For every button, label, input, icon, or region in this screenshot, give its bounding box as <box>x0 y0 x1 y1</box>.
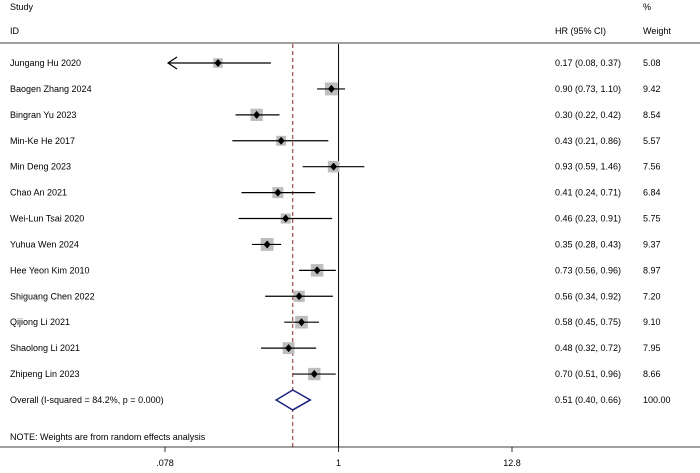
hr-ci-value: 0.30 (0.22, 0.42) <box>555 110 621 120</box>
weight-value: 9.10 <box>643 317 661 327</box>
study-row: Shiguang Chen 2022 0.56 (0.34, 0.92) 7.20 <box>10 290 661 302</box>
point-estimate-marker <box>263 240 271 249</box>
study-row: Shaolong Li 2021 0.48 (0.32, 0.72) 7.95 <box>10 342 661 355</box>
overall-hr-ci-value: 0.51 (0.40, 0.66) <box>555 395 621 405</box>
header-weight: Weight <box>643 26 671 36</box>
overall-row: Overall (I-squared = 84.2%, p = 0.000) 0.… <box>10 389 671 411</box>
weight-value: 7.95 <box>643 343 661 353</box>
study-row: Yuhua Wen 2024 0.35 (0.28, 0.43) 9.37 <box>10 238 661 251</box>
study-label: Jungang Hu 2020 <box>10 58 81 68</box>
header-study: Study <box>10 2 34 12</box>
weight-value: 8.66 <box>643 369 661 379</box>
weight-value: 7.56 <box>643 162 661 172</box>
point-estimate-marker <box>277 136 285 145</box>
point-estimate-marker <box>297 318 305 327</box>
point-estimate-marker <box>274 188 282 197</box>
hr-ci-value: 0.43 (0.21, 0.86) <box>555 136 621 146</box>
overall-weight-value: 100.00 <box>643 395 671 405</box>
x-tick-label: .078 <box>156 458 174 468</box>
point-estimate-marker <box>214 59 222 67</box>
study-row: Jungang Hu 2020 0.17 (0.08, 0.37) 5.08 <box>10 56 661 70</box>
study-row: Bingran Yu 2023 0.30 (0.22, 0.42) 8.54 <box>10 108 661 121</box>
study-row: Min-Ke He 2017 0.43 (0.21, 0.86) 5.57 <box>10 136 661 146</box>
hr-ci-value: 0.35 (0.28, 0.43) <box>555 239 621 249</box>
header-percent: % <box>643 2 651 12</box>
note-text: NOTE: Weights are from random effects an… <box>10 432 206 442</box>
point-estimate-marker <box>285 344 293 353</box>
study-label: Yuhua Wen 2024 <box>10 239 79 249</box>
hr-ci-value: 0.56 (0.34, 0.92) <box>555 291 621 301</box>
x-tick-label: 1 <box>336 458 341 468</box>
hr-ci-value: 0.90 (0.73, 1.10) <box>555 84 621 94</box>
study-label: Bingran Yu 2023 <box>10 110 76 120</box>
weight-value: 6.84 <box>643 188 661 198</box>
point-estimate-marker <box>295 292 303 301</box>
weight-value: 5.57 <box>643 136 661 146</box>
study-row: Zhipeng Lin 2023 0.70 (0.51, 0.96) 8.66 <box>10 367 661 381</box>
hr-ci-value: 0.48 (0.32, 0.72) <box>555 343 621 353</box>
ci-arrow-left <box>166 56 178 70</box>
point-estimate-marker <box>282 214 290 223</box>
x-tick-label: 12.8 <box>503 458 521 468</box>
header-id: ID <box>10 26 20 36</box>
study-row: Wei-Lun Tsai 2020 0.46 (0.23, 0.91) 5.75 <box>10 213 661 224</box>
study-label: Hee Yeon Kim 2010 <box>10 265 90 275</box>
hr-ci-value: 0.17 (0.08, 0.37) <box>555 58 621 68</box>
hr-ci-value: 0.46 (0.23, 0.91) <box>555 214 621 224</box>
study-row: Min Deng 2023 0.93 (0.59, 1.46) 7.56 <box>10 160 661 173</box>
study-label: Min-Ke He 2017 <box>10 136 75 146</box>
study-label: Baogen Zhang 2024 <box>10 84 92 94</box>
hr-ci-value: 0.70 (0.51, 0.96) <box>555 369 621 379</box>
study-label: Chao An 2021 <box>10 188 67 198</box>
study-row: Qijiong Li 2021 0.58 (0.45, 0.75) 9.10 <box>10 315 661 329</box>
weight-value: 7.20 <box>643 291 661 301</box>
study-label: Shiguang Chen 2022 <box>10 291 95 301</box>
hr-ci-value: 0.93 (0.59, 1.46) <box>555 162 621 172</box>
weight-value: 5.75 <box>643 214 661 224</box>
study-label: Wei-Lun Tsai 2020 <box>10 214 84 224</box>
study-row: Baogen Zhang 2024 0.90 (0.73, 1.10) 9.42 <box>10 82 661 96</box>
weight-value: 8.97 <box>643 265 661 275</box>
point-estimate-marker <box>330 162 338 171</box>
point-estimate-marker <box>310 370 318 379</box>
study-label: Qijiong Li 2021 <box>10 317 70 327</box>
study-label: Zhipeng Lin 2023 <box>10 369 80 379</box>
study-label: Shaolong Li 2021 <box>10 343 80 353</box>
point-estimate-marker <box>327 84 335 93</box>
weight-value: 9.37 <box>643 239 661 249</box>
study-label: Min Deng 2023 <box>10 162 71 172</box>
overall-label: Overall (I-squared = 84.2%, p = 0.000) <box>10 395 164 405</box>
weight-value: 8.54 <box>643 110 661 120</box>
hr-ci-value: 0.41 (0.24, 0.71) <box>555 188 621 198</box>
hr-ci-value: 0.58 (0.45, 0.75) <box>555 317 621 327</box>
point-estimate-marker <box>253 110 261 119</box>
study-row: Hee Yeon Kim 2010 0.73 (0.56, 0.96) 8.97 <box>10 264 661 277</box>
hr-ci-value: 0.73 (0.56, 0.96) <box>555 265 621 275</box>
overall-diamond <box>274 389 312 411</box>
point-estimate-marker <box>313 266 321 275</box>
weight-value: 9.42 <box>643 84 661 94</box>
study-row: Chao An 2021 0.41 (0.24, 0.71) 6.84 <box>10 187 661 199</box>
header-hr: HR (95% CI) <box>555 26 606 36</box>
weight-value: 5.08 <box>643 58 661 68</box>
